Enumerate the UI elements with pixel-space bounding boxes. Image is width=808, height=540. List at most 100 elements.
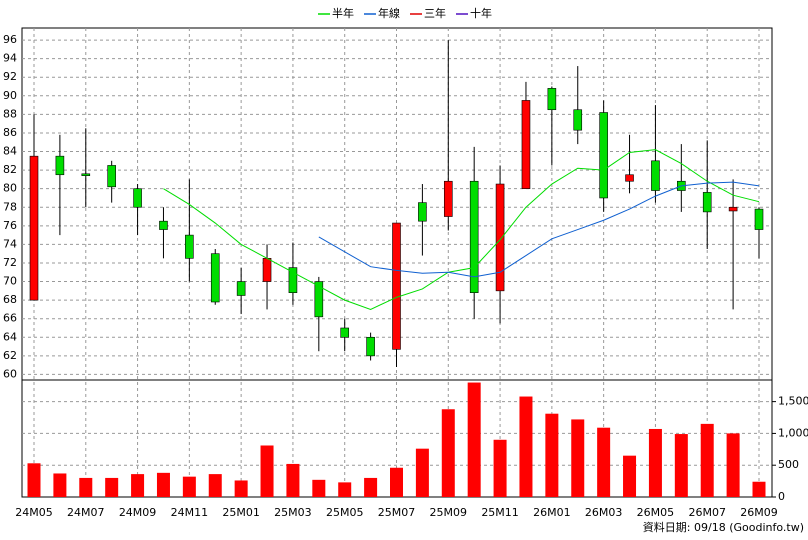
volume-bar <box>493 439 507 497</box>
legend-label: 十年 <box>470 6 492 20</box>
candle-body <box>728 206 738 212</box>
candle-body <box>651 160 660 191</box>
footer: 資料日期: 09/18 (Goodinfo.tw) <box>643 520 804 534</box>
candle-body <box>288 267 298 293</box>
y-tick-label: 78 <box>3 200 17 213</box>
x-tick-label: 26M09 <box>740 506 778 519</box>
volume-bar <box>545 413 559 497</box>
x-tick-label: 24M11 <box>171 506 209 519</box>
volume-bar <box>390 467 403 497</box>
x-tick-label: 25M09 <box>430 506 468 519</box>
candle-body <box>521 100 531 189</box>
y-tick-label: 92 <box>3 70 17 83</box>
y-tick-label: 68 <box>3 293 17 306</box>
volume-bar <box>27 463 41 497</box>
candle-body <box>29 155 39 301</box>
volume-bar <box>260 445 274 497</box>
candle-body <box>599 112 608 199</box>
volume-bar <box>79 477 93 497</box>
ma-line <box>318 181 760 278</box>
y-tick-label: 62 <box>3 349 17 362</box>
volume-bar <box>208 474 222 497</box>
volume-bar <box>234 480 248 497</box>
volume-bar <box>467 382 481 497</box>
candle-body <box>210 253 220 303</box>
x-tick-label: 24M07 <box>67 506 105 519</box>
y-tick-label: 94 <box>3 52 17 65</box>
x-tick-label: 25M03 <box>274 506 312 519</box>
y-tick-label: 74 <box>3 237 17 250</box>
candle-body <box>702 192 712 213</box>
x-tick-label: 25M11 <box>481 506 519 519</box>
y-tick-label: 72 <box>3 256 17 269</box>
candle-body <box>314 281 324 318</box>
volume-bar <box>312 479 326 497</box>
volume-bar <box>286 463 300 497</box>
volume-bar <box>674 434 688 497</box>
volume-bar <box>441 409 455 497</box>
legend-label: 半年 <box>332 6 354 20</box>
candle-body <box>366 336 375 357</box>
candle-body <box>547 88 557 111</box>
volume-bar <box>338 482 352 497</box>
volume-bar <box>156 472 170 497</box>
x-tick-label: 26M03 <box>585 506 623 519</box>
y-tick-label: 66 <box>3 312 17 325</box>
volume-bar <box>415 448 429 497</box>
volume-bar <box>726 433 740 497</box>
x-tick-label: 25M01 <box>222 506 260 519</box>
x-tick-label: 24M09 <box>119 506 157 519</box>
volume-bar <box>53 473 67 497</box>
volume-bar <box>105 477 119 497</box>
candle-body <box>443 180 453 217</box>
candle-body <box>81 173 91 176</box>
candle-body <box>107 165 116 188</box>
volume-bar <box>364 477 378 497</box>
y-tick-label: 82 <box>3 163 17 176</box>
candle-body <box>754 208 764 230</box>
volume-tick-label: 1,000 <box>778 426 808 439</box>
x-tick-label: 26M01 <box>533 506 571 519</box>
x-tick-label: 26M07 <box>688 506 726 519</box>
legend-label: 年線 <box>378 6 400 20</box>
candle-body <box>159 220 168 230</box>
volume-bar <box>648 428 662 497</box>
volume-bar <box>700 423 714 497</box>
y-tick-label: 70 <box>3 275 17 288</box>
volume-bar <box>623 455 637 497</box>
y-tick-label: 88 <box>3 107 17 120</box>
candle-body <box>55 155 65 176</box>
candle-body <box>236 281 246 296</box>
volume-bar <box>597 427 611 497</box>
candle-body <box>418 202 427 222</box>
candle-body <box>340 327 350 338</box>
volume-tick-label: 500 <box>778 458 799 471</box>
volume-bar <box>752 481 766 497</box>
x-tick-label: 24M05 <box>15 506 53 519</box>
x-tick-label: 25M07 <box>378 506 416 519</box>
legend-label: 三年 <box>424 6 446 20</box>
candle-body <box>469 180 479 293</box>
candle-body <box>573 109 583 131</box>
volume-bar <box>519 396 533 497</box>
volume-tick-label: 0 <box>778 490 785 503</box>
x-tick-label: 26M05 <box>637 506 675 519</box>
y-tick-label: 86 <box>3 126 17 139</box>
candle-body <box>625 174 634 182</box>
y-tick-label: 90 <box>3 89 17 102</box>
candle-body <box>495 183 505 292</box>
candle-body <box>133 188 142 208</box>
y-tick-label: 80 <box>3 182 17 195</box>
volume-tick-label: 1,500 <box>778 395 808 408</box>
candle-body <box>185 234 194 259</box>
y-tick-label: 84 <box>3 145 17 158</box>
ma-line <box>163 149 760 310</box>
volume-bar <box>131 474 145 497</box>
candle-body <box>392 222 401 350</box>
candle-body <box>262 258 272 282</box>
y-tick-label: 60 <box>3 367 17 380</box>
y-tick-label: 96 <box>3 33 17 46</box>
y-tick-label: 64 <box>3 330 17 343</box>
volume-bar <box>571 419 585 497</box>
